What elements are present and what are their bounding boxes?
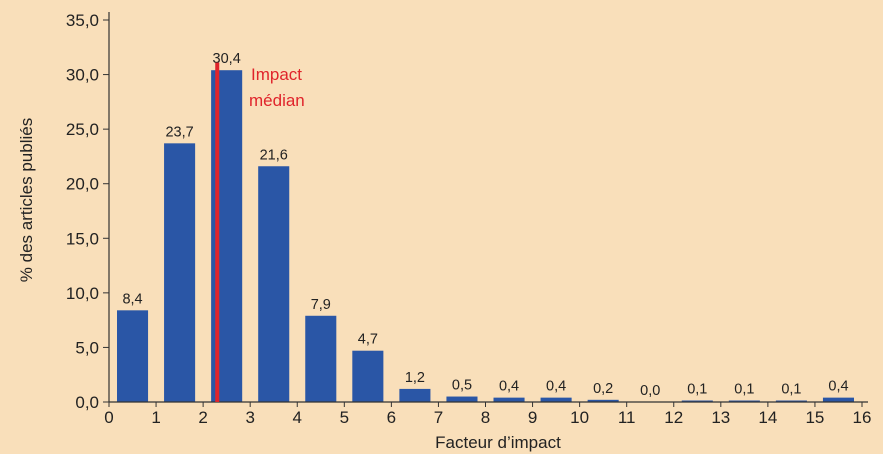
- y-tick-label: 25,0: [66, 120, 99, 139]
- bar-value-label: 7,9: [311, 297, 331, 313]
- x-tick-label: 4: [293, 408, 302, 427]
- bar: [164, 143, 196, 402]
- bar-value-label: 0,0: [640, 383, 660, 399]
- y-tick-label: 20,0: [66, 175, 99, 194]
- x-tick-label: 15: [805, 408, 824, 427]
- x-tick-label: 6: [387, 408, 396, 427]
- bar-value-label: 4,7: [358, 332, 378, 348]
- bar: [775, 400, 807, 402]
- bar-value-label: 0,1: [687, 382, 707, 398]
- bar-value-label: 0,5: [452, 378, 472, 394]
- bar: [117, 310, 149, 402]
- x-tick-label: 9: [528, 408, 537, 427]
- bar: [258, 166, 290, 402]
- bar-value-label: 0,1: [781, 382, 801, 398]
- y-tick-label: 15,0: [66, 229, 99, 248]
- bar: [352, 350, 384, 402]
- x-tick-label: 10: [570, 408, 589, 427]
- x-tick-label: 16: [853, 408, 872, 427]
- bar-value-label: 8,4: [122, 291, 142, 307]
- x-tick-label: 1: [151, 408, 160, 427]
- bar-value-label: 0,4: [499, 379, 519, 395]
- y-tick-label: 0,0: [75, 393, 99, 412]
- x-tick-label: 14: [758, 408, 777, 427]
- bar-value-label: 0,4: [546, 379, 566, 395]
- x-tick-label: 7: [434, 408, 443, 427]
- bar: [681, 400, 713, 402]
- bar: [305, 315, 337, 402]
- x-axis-title: Facteur d’impact: [435, 433, 561, 452]
- bar-value-label: 30,4: [213, 51, 241, 67]
- x-tick-label: 0: [104, 408, 113, 427]
- bar-value-label: 0,1: [734, 382, 754, 398]
- x-tick-label: 8: [481, 408, 490, 427]
- bar-value-label: 23,7: [165, 124, 193, 140]
- data-labels: 8,4 23,7 30,4 21,6 7,9 4,7 1,2 0,5 0,4 0,4 0,2 0,0 0…: [122, 51, 848, 399]
- y-tick-label: 10,0: [66, 284, 99, 303]
- bar: [493, 397, 525, 402]
- y-tick-label: 30,0: [66, 66, 99, 85]
- y-tick-label: 35,0: [66, 11, 99, 30]
- x-tick-label: 5: [340, 408, 349, 427]
- bar: [728, 400, 760, 402]
- y-tick-label: 5,0: [75, 338, 99, 357]
- bars: [117, 70, 854, 402]
- bar-value-label: 21,6: [260, 147, 288, 163]
- x-tick-label: 2: [198, 408, 207, 427]
- bar: [399, 388, 431, 402]
- x-tick-label: 3: [245, 408, 254, 427]
- x-tick-label: 13: [711, 408, 730, 427]
- y-axis-title: % des articles publiés: [17, 118, 36, 282]
- median-label-line2: médian: [249, 91, 305, 110]
- bar: [822, 397, 854, 402]
- median-marker: Impact médian: [215, 62, 305, 402]
- x-tick-label: 12: [664, 408, 683, 427]
- bar: [540, 397, 572, 402]
- bar-value-label: 1,2: [405, 370, 425, 386]
- median-label-line1: Impact: [251, 65, 302, 84]
- bar: [587, 399, 619, 402]
- axis-ticks: 0,05,010,015,020,025,030,035,00 1 2 3 4 5 6 7 8 9…: [66, 11, 872, 427]
- bar-value-label: 0,2: [593, 381, 613, 397]
- bar: [446, 396, 478, 402]
- x-tick-label: 11: [618, 408, 636, 427]
- bar-value-label: 0,4: [828, 379, 848, 395]
- axes: [108, 12, 868, 403]
